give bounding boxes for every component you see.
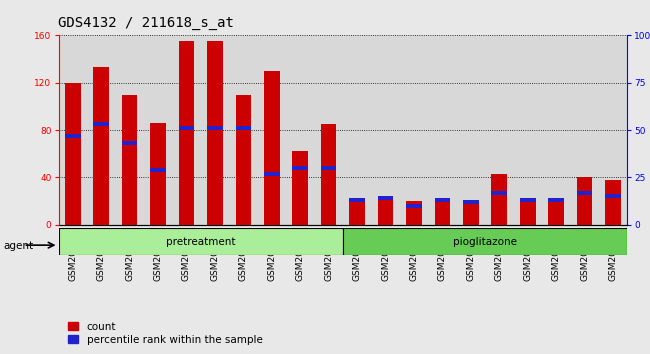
Legend: count, percentile rank within the sample: count, percentile rank within the sample: [64, 317, 266, 349]
Bar: [150, 123, 166, 225]
Text: pioglitazone: pioglitazone: [453, 236, 517, 247]
Bar: [94, 67, 109, 225]
Bar: [264, 71, 280, 225]
Bar: [463, 204, 478, 225]
Bar: [549, 201, 564, 225]
Bar: [235, 126, 251, 130]
Bar: [58, 228, 343, 255]
Bar: [435, 201, 450, 225]
Bar: [65, 83, 81, 225]
Bar: [520, 198, 536, 202]
Bar: [235, 95, 251, 225]
Bar: [463, 200, 478, 204]
Bar: [292, 166, 308, 170]
Bar: [435, 198, 450, 202]
Bar: [378, 196, 393, 200]
Bar: [122, 95, 137, 225]
Bar: [406, 201, 422, 225]
Bar: [179, 41, 194, 225]
Bar: [150, 168, 166, 172]
Bar: [349, 201, 365, 225]
Bar: [321, 124, 337, 225]
Bar: [207, 126, 223, 130]
Bar: [94, 122, 109, 126]
Bar: [605, 180, 621, 225]
Text: agent: agent: [3, 241, 33, 251]
Bar: [577, 190, 592, 195]
Bar: [292, 152, 308, 225]
Bar: [491, 190, 507, 195]
Bar: [122, 141, 137, 145]
Bar: [491, 174, 507, 225]
Text: GDS4132 / 211618_s_at: GDS4132 / 211618_s_at: [58, 16, 235, 30]
Bar: [349, 198, 365, 202]
Bar: [605, 194, 621, 199]
Bar: [577, 177, 592, 225]
Bar: [179, 126, 194, 130]
Bar: [520, 201, 536, 225]
Bar: [321, 166, 337, 170]
Bar: [549, 198, 564, 202]
Bar: [264, 172, 280, 176]
Bar: [343, 228, 627, 255]
Bar: [378, 199, 393, 225]
Bar: [65, 134, 81, 138]
Bar: [406, 204, 422, 208]
Text: pretreatment: pretreatment: [166, 236, 235, 247]
Bar: [207, 41, 223, 225]
